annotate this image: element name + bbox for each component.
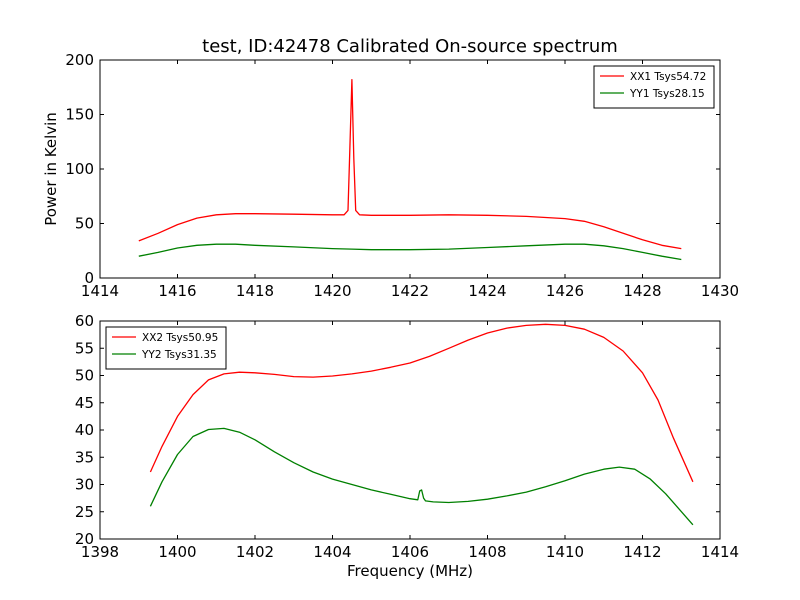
y-tick-label-0-4: 200 xyxy=(65,51,94,69)
x-tick-label-1-4: 1406 xyxy=(391,543,429,561)
legend-box-0 xyxy=(593,65,715,109)
x-tick-label-1-3: 1404 xyxy=(313,543,351,561)
legend-box-1 xyxy=(105,326,227,370)
x-tick-label-0-0: 1414 xyxy=(81,282,119,300)
x-tick-label-0-5: 1424 xyxy=(468,282,506,300)
series-line-0-1 xyxy=(138,243,682,261)
legend-0: XX1 Tsys54.72 YY1 Tsys28.15 xyxy=(593,65,715,109)
x-tick-label-1-7: 1412 xyxy=(623,543,661,561)
x-tick-label-1-8: 1414 xyxy=(701,543,739,561)
x-tick-label-0-4: 1422 xyxy=(391,282,429,300)
legend-label-0-1: YY1 Tsys28.15 xyxy=(629,88,705,100)
x-tick-label-1-2: 1402 xyxy=(236,543,274,561)
y-tick-label-0-2: 100 xyxy=(65,160,94,178)
legend-label-1-0: XX2 Tsys50.95 xyxy=(142,332,218,344)
x-tick-label-1-5: 1408 xyxy=(468,543,506,561)
x-tick-label-0-2: 1418 xyxy=(236,282,274,300)
bottom-panel: 1398 1400 1402 1404 1406 1408 1410 1412 1414 20 25… xyxy=(75,312,739,580)
x-tick-label-1-0: 1398 xyxy=(81,543,119,561)
y-tick-label-0-3: 150 xyxy=(65,106,94,124)
y-tick-label-1-6: 50 xyxy=(75,367,94,385)
x-tick-label-0-7: 1428 xyxy=(623,282,661,300)
series-line-0-0 xyxy=(138,78,682,250)
legend-label-0-0: XX1 Tsys54.72 xyxy=(630,71,706,83)
y-tick-label-1-4: 40 xyxy=(75,421,94,439)
y-axis-label-0: Power in Kelvin xyxy=(42,112,60,226)
x-tick-label-1-1: 1400 xyxy=(158,543,196,561)
y-tick-label-1-1: 25 xyxy=(75,503,94,521)
chart-title: test, ID:42478 Calibrated On-source spec… xyxy=(202,36,618,57)
legend-1: XX2 Tsys50.95 YY2 Tsys31.35 xyxy=(105,326,227,370)
x-tick-label-0-3: 1420 xyxy=(313,282,351,300)
top-panel: 1414 1416 1418 1420 1422 1424 1426 1428 1430 0 50 1… xyxy=(42,51,739,300)
y-tick-label-1-3: 35 xyxy=(75,448,94,466)
x-tick-label-0-1: 1416 xyxy=(158,282,196,300)
y-tick-label-1-0: 20 xyxy=(75,530,94,548)
x-tick-label-1-6: 1410 xyxy=(546,543,584,561)
y-tick-label-1-7: 55 xyxy=(75,339,94,357)
y-tick-label-1-2: 30 xyxy=(75,476,94,494)
y-tick-label-0-1: 50 xyxy=(75,215,94,233)
legend-label-1-1: YY2 Tsys31.35 xyxy=(141,349,217,361)
y-tick-label-0-0: 0 xyxy=(84,269,94,287)
y-tick-label-1-5: 45 xyxy=(75,394,94,412)
x-tick-label-0-6: 1426 xyxy=(546,282,584,300)
series-line-1-0 xyxy=(149,323,694,483)
y-tick-label-1-8: 60 xyxy=(75,312,94,330)
x-tick-label-0-8: 1430 xyxy=(701,282,739,300)
x-axis-label-1: Frequency (MHz) xyxy=(347,562,473,580)
series-line-1-1 xyxy=(149,427,694,526)
